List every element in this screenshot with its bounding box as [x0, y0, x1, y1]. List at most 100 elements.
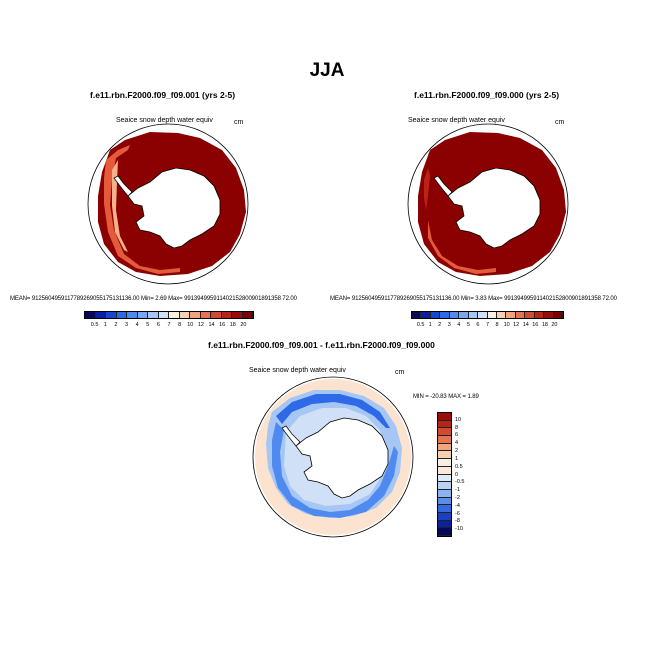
panel-2-peninsula	[433, 175, 453, 197]
colorbar-tick-label: 20	[240, 322, 247, 328]
colorbar-tick-label: 1	[103, 322, 107, 328]
colorbar-swatch	[487, 312, 497, 318]
colorbar-swatch	[553, 312, 563, 318]
colorbar-tick-label: 0.5	[455, 463, 463, 470]
colorbar-tick-label: 7	[167, 322, 171, 328]
panel-1-map-border	[87, 123, 249, 285]
colorbar-tick-label: -2	[455, 494, 460, 501]
colorbar-swatch	[438, 512, 451, 521]
panel-3-colorbar	[437, 412, 452, 537]
colorbar-tick-label: -10	[455, 526, 463, 533]
colorbar-swatch	[106, 312, 117, 318]
panel-2-edge-band-2	[424, 168, 430, 210]
colorbar-tick-label: 6	[156, 322, 160, 328]
colorbar-tick-label: 0.5	[90, 322, 99, 328]
panel-2-colorbar-labels: 0.5 1 2 3 4 5 6 7 8 10 12 14 16 18 20	[411, 322, 564, 330]
colorbar-swatch	[148, 312, 159, 318]
panel-1-stats: MEAN= 9125604959117789269055175131136.00…	[10, 296, 297, 302]
colorbar-swatch	[438, 443, 451, 452]
colorbar-tick-label: 1	[428, 322, 432, 328]
colorbar-tick-label: 2	[114, 322, 118, 328]
colorbar-swatch	[478, 312, 488, 318]
colorbar-tick-label: -1	[455, 487, 460, 494]
colorbar-swatch	[127, 312, 138, 318]
colorbar-tick-label: 10	[455, 416, 462, 423]
colorbar-tick-label: -6	[455, 510, 460, 517]
panel-1-edge-band-2	[112, 160, 128, 252]
colorbar-tick-label: 14	[522, 322, 529, 328]
colorbar-swatch	[449, 312, 460, 318]
colorbar-tick-label: 0.5	[416, 322, 425, 328]
colorbar-tick-label: 10	[187, 322, 194, 328]
colorbar-swatch	[430, 312, 441, 318]
colorbar-swatch	[438, 520, 451, 529]
colorbar-swatch	[438, 459, 451, 467]
colorbar-swatch	[459, 312, 469, 318]
panel-1-variable: Seaice snow depth water equiv	[116, 117, 213, 124]
panel-3-variable: Seaice snow depth water equiv	[249, 367, 346, 374]
panel-3-colorbar-labels: 10 8 6 4 2 1 0.5 0 -0.5 -1 -2 -4 -6 -8 -10	[455, 412, 485, 537]
colorbar-tick-label: 1	[455, 455, 459, 462]
colorbar-swatch	[438, 413, 451, 421]
colorbar-tick-label: 6	[476, 322, 480, 328]
colorbar-swatch	[421, 312, 431, 318]
colorbar-swatch	[515, 312, 526, 318]
colorbar-swatch	[438, 428, 451, 437]
colorbar-swatch	[438, 497, 451, 506]
colorbar-swatch	[468, 312, 479, 318]
colorbar-swatch	[200, 312, 211, 318]
colorbar-tick-label: -0.5	[455, 479, 465, 486]
panel-2-antarctica	[447, 167, 541, 249]
colorbar-swatch	[544, 312, 554, 318]
colorbar-swatch	[438, 420, 451, 429]
colorbar-tick-label: -4	[455, 502, 460, 509]
colorbar-tick-label: 12	[197, 322, 204, 328]
panel-2-colorbar	[411, 311, 564, 319]
colorbar-tick-label: 4	[457, 322, 461, 328]
panel-1-colorbar-labels: 0.5 1 2 3 4 5 6 7 8 10 12 14 16 18 20	[84, 322, 254, 330]
panel-2-units: cm	[555, 119, 565, 126]
colorbar-swatch	[438, 482, 451, 490]
colorbar-tick-label: 8	[178, 322, 182, 328]
colorbar-swatch	[438, 466, 451, 475]
colorbar-swatch	[412, 312, 422, 318]
colorbar-swatch	[525, 312, 535, 318]
colorbar-swatch	[211, 312, 222, 318]
panel-1-title: f.e11.rbn.F2000.f09_f09.001 (yrs 2-5)	[90, 90, 236, 100]
colorbar-tick-label: 4	[455, 440, 459, 447]
page-title: JJA	[309, 60, 345, 81]
panel-1-edge-band	[104, 145, 180, 274]
colorbar-tick-label: 4	[135, 322, 139, 328]
colorbar-tick-label: 16	[532, 322, 539, 328]
panel-2-stats: MEAN= 9125604959117789269055175131136.00…	[330, 296, 617, 302]
panel-2-map-border	[407, 123, 569, 285]
colorbar-tick-label: 8	[455, 424, 459, 431]
colorbar-swatch	[85, 312, 96, 318]
colorbar-tick-label: 20	[551, 322, 558, 328]
colorbar-tick-label: -8	[455, 518, 460, 525]
colorbar-swatch	[242, 312, 253, 318]
panel-2-title: f.e11.rbn.F2000.f09_f09.000 (yrs 2-5)	[414, 90, 560, 100]
colorbar-swatch	[506, 312, 516, 318]
colorbar-swatch	[137, 312, 148, 318]
colorbar-tick-label: 16	[219, 322, 226, 328]
panel-3-strong-negative	[276, 394, 390, 428]
colorbar-tick-label: 18	[541, 322, 548, 328]
colorbar-swatch	[190, 312, 201, 318]
panel-3-antarctica	[295, 417, 389, 499]
colorbar-swatch	[496, 312, 507, 318]
colorbar-tick-label: 7	[485, 322, 490, 328]
colorbar-tick-label: 8	[495, 322, 499, 328]
colorbar-swatch	[534, 312, 545, 318]
colorbar-tick-label: 12	[513, 322, 520, 328]
colorbar-tick-label: 18	[229, 322, 236, 328]
colorbar-tick-label: 14	[208, 322, 215, 328]
colorbar-tick-label: 5	[146, 322, 150, 328]
colorbar-swatch	[438, 528, 451, 536]
panel-3-stats: MIN = -20.83 MAX = 1.89	[413, 394, 479, 400]
panel-2-edge-band	[428, 220, 496, 274]
panel-3-title: f.e11.rbn.F2000.f09_f09.001 - f.e11.rbn.…	[208, 340, 435, 350]
panel-3-units: cm	[395, 369, 405, 376]
colorbar-tick-label: 0	[455, 471, 459, 478]
